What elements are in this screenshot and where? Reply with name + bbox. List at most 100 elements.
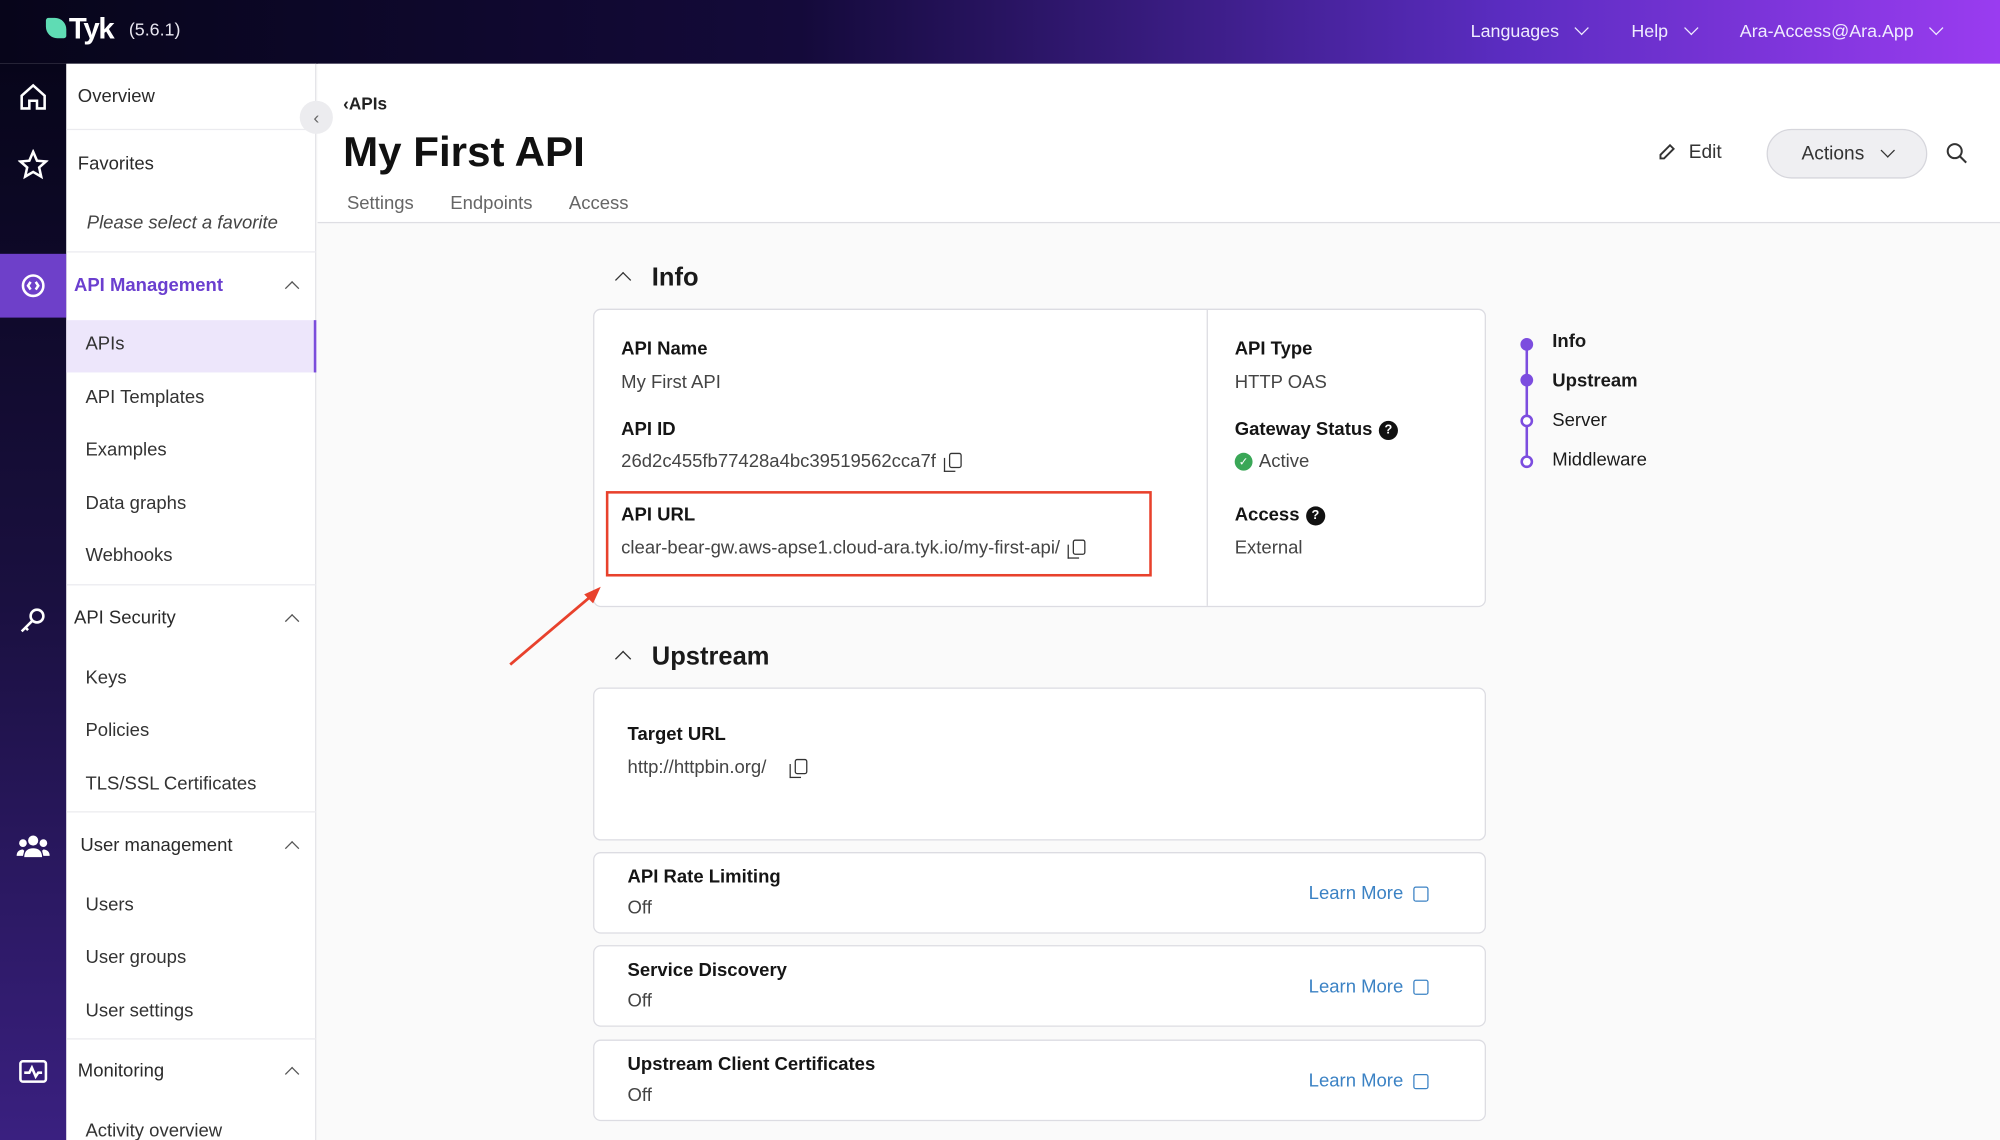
- sidebar-item-data-graphs[interactable]: Data graphs: [85, 493, 187, 515]
- target-url-field: http://httpbin.org/: [628, 758, 808, 779]
- sidebar-item-apis[interactable]: APIs: [85, 334, 125, 355]
- feature-card-client-certificates: Upstream Client Certificates Off Learn M…: [593, 1039, 1486, 1122]
- highlight-box: [605, 491, 1152, 577]
- api-gear-icon[interactable]: [13, 265, 54, 306]
- feature-label: Service Discovery: [627, 960, 787, 981]
- logo[interactable]: Tyk: [68, 11, 115, 45]
- sidebar-item-activity-overview[interactable]: Activity overview: [85, 1121, 223, 1140]
- copy-icon[interactable]: [943, 452, 962, 472]
- sidebar-section-user-management[interactable]: User management: [80, 835, 233, 856]
- page-header: ‹APIs My First API Settings Endpoints Ac…: [317, 63, 2000, 224]
- chevron-up-icon[interactable]: [614, 271, 632, 289]
- breadcrumb[interactable]: ‹APIs: [343, 94, 388, 114]
- sidebar-item-webhooks[interactable]: Webhooks: [85, 545, 173, 567]
- users-icon[interactable]: [13, 825, 54, 866]
- version: (5.6.1): [128, 19, 181, 40]
- gateway-status-value: Active: [1258, 451, 1310, 472]
- api-url-field: clear-bear-gw.aws-apse1.cloud-ara.tyk.io…: [621, 538, 1086, 559]
- rail-active-indicator: [0, 253, 67, 318]
- annotation-arrow-icon: [509, 586, 601, 666]
- gateway-status-text: Gateway Status: [1234, 419, 1373, 441]
- sidebar-section-monitoring[interactable]: Monitoring: [77, 1061, 165, 1082]
- chevron-up-icon[interactable]: [614, 650, 632, 667]
- star-icon[interactable]: [13, 144, 54, 185]
- help-icon[interactable]: ?: [1305, 506, 1325, 526]
- section-title-info: Info: [651, 264, 699, 293]
- learn-more-label: Learn More: [1308, 1071, 1404, 1092]
- copy-icon[interactable]: [1067, 539, 1086, 559]
- key-icon[interactable]: [13, 599, 54, 640]
- external-link-icon: [1413, 886, 1429, 902]
- edit-button[interactable]: Edit: [1657, 141, 1722, 164]
- feature-value: Off: [627, 1085, 652, 1106]
- tyk-logo-icon: [45, 17, 67, 39]
- api-name-label: API Name: [621, 339, 708, 360]
- learn-more-link[interactable]: Learn More: [1309, 977, 1429, 997]
- learn-more-label: Learn More: [1308, 977, 1404, 998]
- sidebar-item-examples[interactable]: Examples: [85, 440, 167, 461]
- sidebar-item-favorites[interactable]: Favorites: [77, 154, 154, 175]
- divider: [66, 128, 317, 131]
- user-label: Ara-Access@Ara.App: [1739, 20, 1914, 41]
- sidebar-section-api-security[interactable]: API Security: [73, 608, 176, 629]
- toc-item-info[interactable]: Info: [1552, 331, 1587, 353]
- divider: [66, 1038, 317, 1040]
- target-url-label: Target URL: [627, 724, 726, 745]
- collapse-sidebar-button[interactable]: ‹: [299, 100, 333, 134]
- edit-label: Edit: [1688, 141, 1722, 164]
- learn-more-link[interactable]: Learn More: [1309, 884, 1429, 904]
- section-title-upstream: Upstream: [651, 642, 770, 671]
- sidebar-item-api-templates[interactable]: API Templates: [85, 387, 205, 409]
- toc-dot-filled-icon: [1520, 373, 1534, 387]
- sidebar-item-tls-certificates[interactable]: TLS/SSL Certificates: [85, 774, 257, 795]
- api-url-value: clear-bear-gw.aws-apse1.cloud-ara.tyk.io…: [621, 538, 1061, 559]
- actions-label: Actions: [1801, 142, 1865, 165]
- feature-card-service-discovery: Service Discovery Off Learn More: [593, 945, 1486, 1027]
- chevron-down-icon: [1574, 20, 1590, 35]
- sidebar-item-policies[interactable]: Policies: [85, 720, 150, 742]
- api-type-value: HTTP OAS: [1234, 372, 1327, 393]
- search-icon[interactable]: [1945, 142, 1968, 171]
- actions-button[interactable]: Actions: [1766, 128, 1928, 179]
- api-id-label: API ID: [621, 419, 676, 441]
- external-link-icon: [1413, 1073, 1429, 1090]
- copy-icon[interactable]: [789, 758, 808, 779]
- tab-settings[interactable]: Settings: [346, 193, 414, 215]
- feature-value: Off: [627, 897, 652, 919]
- toc-item-upstream[interactable]: Upstream: [1552, 371, 1638, 392]
- tab-access[interactable]: Access: [568, 193, 629, 215]
- sidebar-item-overview[interactable]: Overview: [77, 86, 155, 108]
- toc-dot-empty-icon: [1520, 414, 1534, 428]
- sidebar-item-keys[interactable]: Keys: [85, 668, 127, 689]
- help-icon[interactable]: ?: [1378, 420, 1398, 441]
- divider: [1206, 309, 1208, 606]
- api-id-value: 26d2c455fb77428a4bc39519562cca7f: [621, 451, 936, 472]
- toc-item-server[interactable]: Server: [1552, 410, 1607, 432]
- monitoring-icon[interactable]: [13, 1052, 54, 1093]
- chevron-down-icon: [1880, 143, 1895, 158]
- home-icon[interactable]: [13, 77, 54, 118]
- user-menu[interactable]: Ara-Access@Ara.App: [1739, 20, 1944, 41]
- sidebar-item-users[interactable]: Users: [85, 895, 134, 916]
- tab-endpoints[interactable]: Endpoints: [450, 193, 533, 215]
- toc-dot-filled-icon: [1520, 338, 1534, 351]
- sidebar-section-api-management[interactable]: API Management: [73, 275, 224, 296]
- api-id-field: 26d2c455fb77428a4bc39519562cca7f: [621, 451, 962, 472]
- divider: [66, 811, 317, 813]
- help-menu[interactable]: Help: [1631, 20, 1699, 41]
- feature-value: Off: [627, 991, 652, 1012]
- feature-card-rate-limiting: API Rate Limiting Off Learn More: [593, 852, 1486, 934]
- access-value: External: [1234, 538, 1303, 559]
- toc-item-middleware[interactable]: Middleware: [1552, 450, 1647, 471]
- languages-menu[interactable]: Languages: [1470, 20, 1590, 41]
- sidebar-item-user-settings[interactable]: User settings: [85, 1001, 194, 1022]
- learn-more-label: Learn More: [1308, 883, 1404, 905]
- api-url-label: API URL: [621, 505, 696, 526]
- sidebar-item-user-groups[interactable]: User groups: [85, 947, 187, 969]
- languages-label: Languages: [1470, 20, 1560, 41]
- top-bar: Tyk (5.6.1) Languages Help Ara-Access@Ar…: [0, 0, 2000, 64]
- toc-dot-empty-icon: [1520, 455, 1534, 469]
- learn-more-link[interactable]: Learn More: [1308, 1071, 1429, 1092]
- sidebar: Overview Favorites Please select a favor…: [66, 63, 317, 1140]
- gateway-status: ✓ Active: [1234, 451, 1310, 472]
